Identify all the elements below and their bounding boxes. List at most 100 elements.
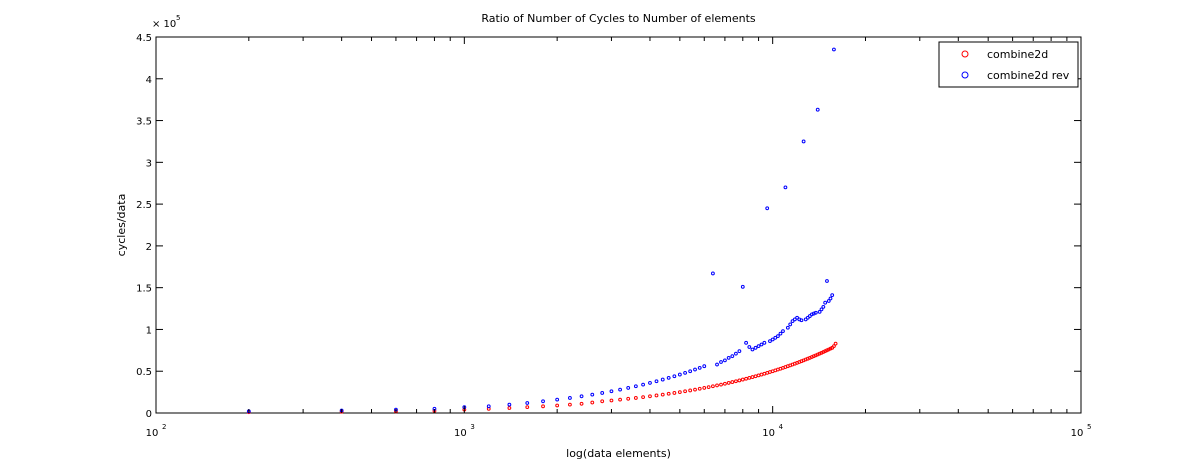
data-point-combine2d [677, 390, 682, 395]
data-point-combine2d-rev [826, 299, 831, 303]
data-point-combine2d-rev [683, 370, 688, 375]
legend-marker-combine2d [961, 50, 969, 58]
data-point-combine2d-rev [778, 331, 783, 336]
x-tick-label-exponent: 3 [470, 423, 474, 431]
data-point-combine2d-rev [697, 365, 702, 370]
x-tick-label: 10 [146, 428, 159, 439]
y-tick-label: 1 [146, 325, 152, 336]
data-point-combine2d [726, 381, 731, 385]
x-tick-label: 10 [454, 428, 467, 439]
data-point-combine2d [568, 402, 572, 407]
data-point-combine2d [683, 389, 688, 394]
data-point-combine2d [626, 396, 631, 401]
data-point-combine2d-rev [785, 325, 790, 330]
data-point-combine2d-rev [726, 355, 731, 360]
data-point-combine2d-rev [641, 382, 645, 387]
data-point-combine2d-rev [765, 206, 770, 211]
y-tick-label: 1.5 [136, 284, 152, 295]
data-point-combine2d-rev [753, 345, 758, 350]
y-axis-multiplier-exponent: 5 [176, 14, 180, 22]
data-point-combine2d [711, 384, 715, 389]
data-point-combine2d-rev [756, 344, 761, 349]
x-tick-label-exponent: 2 [162, 423, 166, 431]
data-point-combine2d [666, 391, 671, 396]
data-point-combine2d [641, 395, 645, 400]
data-point-combine2d [737, 378, 742, 383]
data-point-combine2d [555, 403, 560, 408]
data-point-combine2d-rev [750, 347, 755, 352]
data-point-combine2d-rev [747, 345, 752, 349]
data-point-combine2d-rev [525, 401, 530, 405]
data-point-combine2d-rev [600, 391, 605, 395]
data-point-combine2d [715, 383, 719, 388]
data-point-combine2d [744, 376, 748, 381]
data-point-combine2d-rev [555, 397, 560, 402]
data-point-combine2d-rev [819, 307, 824, 312]
data-point-combine2d [609, 398, 614, 403]
data-point-combine2d [618, 397, 622, 402]
data-point-combine2d-rev [776, 334, 780, 339]
data-point-combine2d-rev [654, 379, 659, 384]
legend: combine2d combine2d rev [938, 41, 1079, 88]
y-tick-label: 4 [146, 75, 152, 86]
data-point-combine2d-rev [711, 271, 715, 276]
y-tick-label: 0.5 [136, 367, 152, 378]
data-point-combine2d [507, 406, 512, 410]
y-axis-title: cycles/data [115, 194, 128, 257]
data-point-combine2d-rev [541, 399, 545, 404]
data-point-combine2d-rev [799, 318, 804, 323]
data-point-combine2d-rev [830, 293, 835, 298]
data-point-combine2d-rev [579, 394, 584, 399]
data-point-combine2d-rev [781, 329, 785, 334]
data-point-combine2d [740, 377, 745, 382]
data-point-combine2d-rev [688, 369, 693, 374]
y-tick-label: 0 [146, 409, 152, 420]
data-point-combine2d-rev [759, 342, 764, 347]
data-point-combine2d-rev [590, 392, 595, 397]
data-point-combine2d [693, 387, 697, 392]
data-point-combine2d [747, 376, 752, 380]
data-point-combine2d-rev [677, 372, 682, 377]
y-tick-label: 3.5 [136, 117, 152, 128]
data-point-combine2d [525, 405, 530, 410]
data-point-combine2d [579, 401, 584, 406]
data-point-combine2d [719, 382, 723, 387]
data-point-combine2d-rev [825, 279, 829, 283]
data-point-combine2d-rev [828, 296, 833, 301]
data-point-combine2d [688, 388, 693, 393]
legend-label-combine2d: combine2d [987, 48, 1048, 61]
data-point-combine2d-rev [719, 360, 723, 364]
legend-label-combine2d-rev: combine2d rev [987, 69, 1070, 82]
data-point-combine2d [734, 379, 738, 384]
data-point-combine2d [672, 391, 677, 395]
data-point-combine2d [660, 392, 665, 397]
legend-marker-combine2d-rev [961, 71, 969, 79]
y-tick-label: 2.5 [136, 200, 152, 211]
data-point-combine2d-rev [618, 387, 622, 392]
y-tick-label: 3 [146, 158, 152, 169]
data-point-combine2d [730, 380, 735, 384]
data-point-combine2d-rev [648, 381, 652, 385]
data-point-combine2d-rev [832, 47, 836, 52]
x-axis-title: log(data elements) [566, 447, 671, 460]
data-point-combine2d-rev [823, 300, 828, 305]
y-tick-label: 2 [146, 242, 152, 253]
data-point-combine2d-rev [702, 364, 707, 369]
data-point-combine2d-rev [693, 367, 697, 372]
data-point-combine2d-rev [633, 384, 638, 389]
data-point-combine2d-rev [734, 351, 738, 356]
data-point-combine2d-rev [672, 374, 677, 379]
y-tick-label: 4.5 [136, 33, 152, 44]
data-point-combine2d [654, 393, 659, 398]
data-point-combine2d [633, 396, 638, 400]
data-point-combine2d [706, 385, 711, 389]
y-axis-ticks: 0 0.5 1 1.5 2 2.5 3 3.5 4 4.5 [136, 33, 1081, 420]
data-point-combine2d-rev [801, 139, 806, 144]
data-point-combine2d-rev [737, 349, 742, 354]
data-point-combine2d-rev [768, 339, 772, 344]
data-point-combine2d [648, 394, 652, 399]
x-tick-label: 10 [762, 428, 775, 439]
data-point-combine2d-rev [660, 377, 665, 382]
